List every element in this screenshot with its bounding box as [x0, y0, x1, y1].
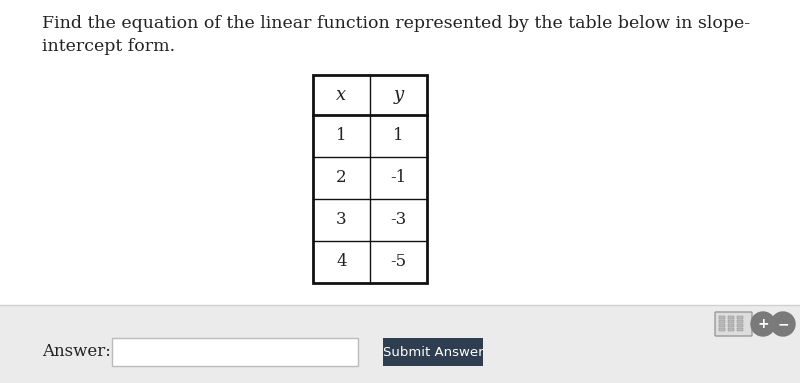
Text: +: +	[757, 317, 769, 331]
Bar	[719, 324, 725, 327]
Text: −: −	[777, 317, 789, 331]
Bar	[737, 316, 743, 319]
Bar	[313, 75, 427, 283]
Bar	[728, 316, 734, 319]
Text: 3: 3	[336, 211, 347, 229]
Text: -1: -1	[390, 170, 406, 187]
Text: x: x	[337, 86, 346, 104]
Circle shape	[751, 312, 775, 336]
Bar	[719, 316, 725, 319]
Text: -5: -5	[390, 254, 406, 270]
Text: Submit Answer: Submit Answer	[382, 345, 483, 358]
Text: -3: -3	[390, 211, 406, 229]
Bar	[728, 328, 734, 331]
Bar	[383, 338, 483, 366]
Bar	[728, 320, 734, 323]
Bar	[719, 328, 725, 331]
Bar	[737, 324, 743, 327]
Text: 1: 1	[336, 128, 347, 144]
Bar	[112, 338, 358, 366]
Circle shape	[771, 312, 795, 336]
Text: 1: 1	[393, 128, 404, 144]
Text: y: y	[394, 86, 403, 104]
Text: Find the equation of the linear function represented by the table below in slope: Find the equation of the linear function…	[42, 15, 750, 32]
Bar	[0, 305, 800, 383]
Text: intercept form.: intercept form.	[42, 38, 175, 55]
Text: 2: 2	[336, 170, 347, 187]
FancyBboxPatch shape	[715, 312, 752, 336]
Bar	[728, 324, 734, 327]
Bar	[0, 0, 800, 305]
Text: 4: 4	[336, 254, 347, 270]
Bar	[737, 320, 743, 323]
Bar	[719, 320, 725, 323]
Bar	[737, 328, 743, 331]
Text: Answer:: Answer:	[42, 344, 111, 360]
